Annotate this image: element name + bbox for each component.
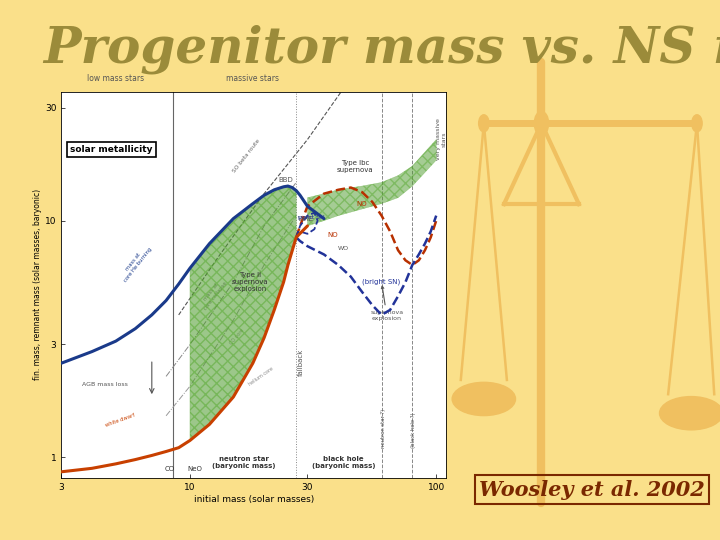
Text: massive stars: massive stars [226,75,279,83]
Text: Woosley et al. 2002: Woosley et al. 2002 [479,480,705,500]
Text: NeO: NeO [188,465,202,471]
Text: WO: WO [338,246,349,251]
Text: supernova
explosion: supernova explosion [370,286,403,321]
Circle shape [692,115,702,132]
Text: white dwarf: white dwarf [104,412,135,428]
Text: neutron star ?): neutron star ?) [381,408,386,448]
Text: solar metallicity: solar metallicity [71,145,153,154]
Text: low mass stars: low mass stars [87,75,145,83]
Text: BBD: BBD [279,178,293,184]
Text: AGB mass loss: AGB mass loss [81,382,127,387]
Text: (black hole ?): (black hole ?) [411,412,416,448]
Text: SO beta route: SO beta route [232,138,261,173]
Y-axis label: fin. mass, remnant mass (solar masses, baryonic): fin. mass, remnant mass (solar masses, b… [33,190,42,380]
X-axis label: initial mass (solar masses): initial mass (solar masses) [194,495,314,503]
Circle shape [479,115,489,132]
Text: CO: CO [165,465,175,471]
Ellipse shape [660,396,720,430]
Text: Type II
supernova
explosion: Type II supernova explosion [232,272,268,292]
Text: mass at
core collapse: mass at core collapse [199,277,229,311]
Text: point SN: point SN [297,214,324,220]
Ellipse shape [452,382,516,416]
Text: (bright SN): (bright SN) [362,279,401,286]
Text: CO core: CO core [229,328,245,346]
Text: WRE: WRE [298,215,314,221]
Text: black hole
(baryonic mass): black hole (baryonic mass) [312,456,375,469]
Text: helium core: helium core [248,367,275,387]
Text: neutron star
(baryonic mass): neutron star (baryonic mass) [212,456,275,469]
Circle shape [534,111,549,135]
Text: mass at
core He burning: mass at core He burning [118,243,153,283]
Text: fallback: fallback [298,349,304,376]
Text: NO: NO [357,201,367,207]
Text: Progenitor mass vs. NS mass: Progenitor mass vs. NS mass [43,24,720,74]
Text: very massive
stars: very massive stars [436,119,447,160]
Text: NO: NO [328,232,338,238]
Text: Type Ibc
supernova: Type Ibc supernova [337,160,374,173]
